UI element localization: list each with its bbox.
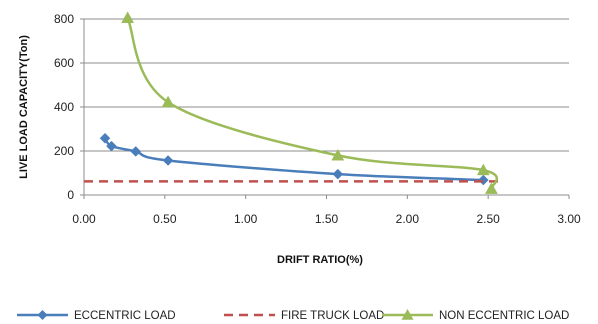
x-tick-label: 0.00 <box>72 212 96 226</box>
y-tick-label: 400 <box>54 100 74 114</box>
x-axis-title: DRIFT RATIO(%) <box>277 254 363 266</box>
x-tick-label: 1.50 <box>315 212 339 226</box>
legend-label-non-eccentric: NON ECCENTRIC LOAD <box>439 310 569 322</box>
series-eccentric <box>99 132 489 186</box>
data-point-non-eccentric <box>161 95 175 108</box>
legend: ECCENTRIC LOAD FIRE TRUCK LOAD NON ECCEN… <box>17 309 569 322</box>
data-point-eccentric <box>477 174 489 186</box>
x-tick-label: 1.00 <box>234 212 258 226</box>
series-group <box>84 11 502 194</box>
series-non-eccentric <box>121 11 499 194</box>
y-tick-label: 200 <box>54 144 74 158</box>
legend-label-fire-truck: FIRE TRUCK LOAD <box>281 310 384 322</box>
legend-item-eccentric: ECCENTRIC LOAD <box>17 310 176 322</box>
y-tick-label: 800 <box>54 12 74 26</box>
data-point-non-eccentric <box>476 163 490 176</box>
legend-marker-eccentric <box>37 310 48 320</box>
legend-marker-non-eccentric <box>401 309 414 320</box>
gridlines <box>84 18 569 152</box>
legend-item-fire-truck: FIRE TRUCK LOAD <box>224 310 384 322</box>
x-tick-label: 0.50 <box>153 212 177 226</box>
data-point-eccentric <box>130 146 142 157</box>
data-point-non-eccentric <box>331 148 345 161</box>
data-point-eccentric <box>99 132 111 144</box>
y-tick-label: 600 <box>54 56 74 70</box>
x-tick-label: 3.00 <box>557 212 581 226</box>
data-point-eccentric <box>332 168 344 180</box>
legend-label-eccentric: ECCENTRIC LOAD <box>74 310 176 322</box>
y-axis-title: LIVE LOAD CAPACITY(Ton) <box>18 35 30 179</box>
data-point-eccentric <box>162 155 174 166</box>
data-point-non-eccentric <box>121 11 135 23</box>
y-tick-label: 0 <box>67 188 74 202</box>
tick-labels: 0 200 400 600 800 0.00 0.50 1.00 1.50 2.00 2.50 3.0… <box>54 12 581 226</box>
x-tick-label: 2.00 <box>396 212 420 226</box>
data-point-non-eccentric <box>484 182 498 194</box>
legend-item-non-eccentric: NON ECCENTRIC LOAD <box>382 309 569 322</box>
axes <box>80 18 570 199</box>
data-point-eccentric <box>106 140 117 152</box>
x-tick-label: 2.50 <box>476 212 500 226</box>
